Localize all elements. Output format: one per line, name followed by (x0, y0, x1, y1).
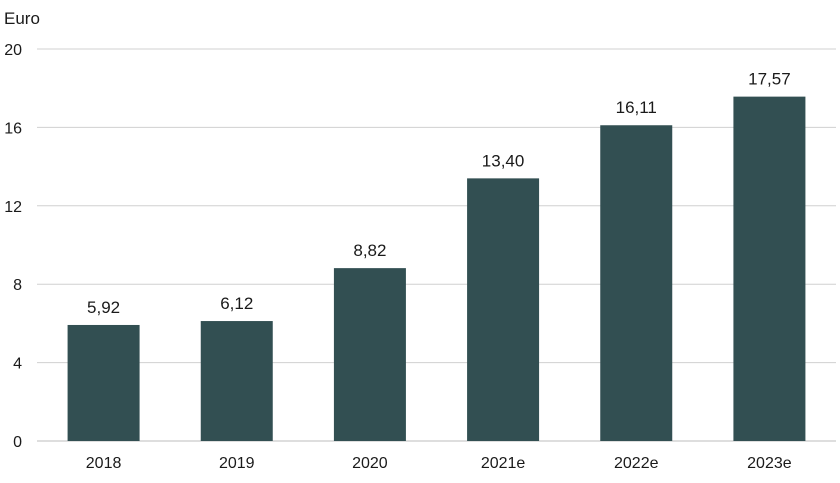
y-tick-label: 0 (13, 434, 22, 451)
bar-value-label: 5,92 (87, 298, 120, 317)
x-tick-label: 2022e (614, 455, 659, 472)
bar-value-label: 6,12 (220, 294, 253, 313)
y-tick-label: 4 (13, 356, 22, 373)
y-tick-label: 20 (4, 42, 22, 59)
x-tick-label: 2018 (86, 455, 122, 472)
bar-2018 (67, 324, 140, 441)
bar-2022e (600, 125, 673, 441)
bars (67, 96, 806, 442)
x-axis-ticks: 2018 2019 2020 2021e 2022e 2023e (86, 455, 792, 472)
x-tick-label: 2020 (352, 455, 388, 472)
bar-2020 (333, 268, 406, 441)
x-tick-label: 2019 (219, 455, 255, 472)
y-axis-ticks: 0 4 8 12 16 20 (4, 42, 22, 451)
value-labels: 5,92 6,12 8,82 13,40 16,11 17,57 (87, 70, 791, 317)
gridlines (37, 48, 836, 442)
y-tick-label: 8 (13, 277, 22, 294)
y-tick-label: 16 (4, 120, 22, 137)
bar-2019 (200, 321, 273, 441)
y-axis-unit-label: Euro (4, 9, 40, 28)
y-tick-label: 12 (4, 199, 22, 216)
bar-value-label: 13,40 (482, 151, 525, 170)
bar-2021e (467, 178, 540, 442)
bar-2023e (733, 96, 806, 442)
bar-value-label: 8,82 (353, 241, 386, 260)
bar-value-label: 16,11 (616, 98, 657, 117)
x-tick-label: 2023e (747, 455, 792, 472)
x-tick-label: 2021e (481, 455, 526, 472)
bar-value-label: 17,57 (748, 70, 791, 89)
